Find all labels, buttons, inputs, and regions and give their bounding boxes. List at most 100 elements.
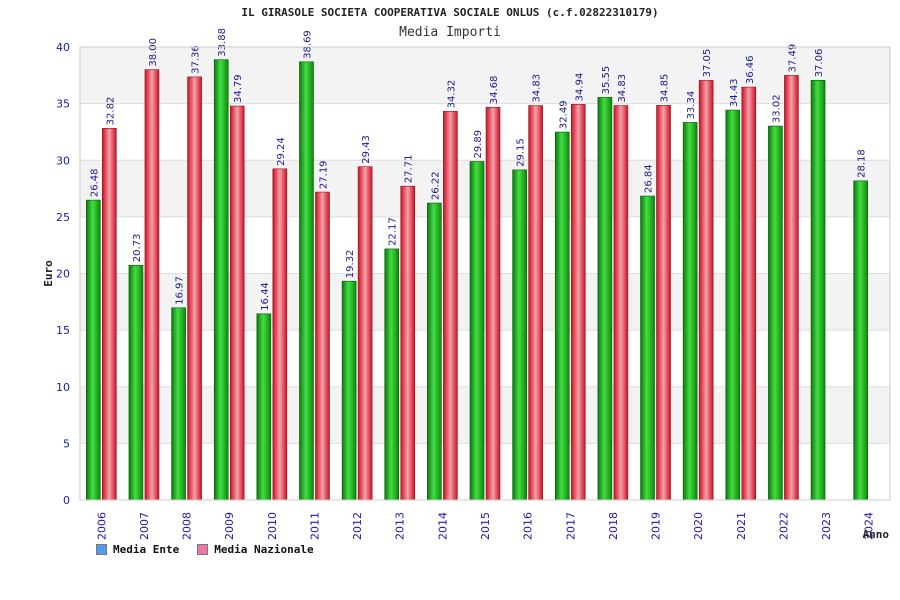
bar-media-nazionale xyxy=(357,166,373,501)
legend-item-ente: Media Ente xyxy=(96,543,179,556)
data-label: 16.44 xyxy=(260,282,271,311)
x-tick-label: 2020 xyxy=(692,512,705,540)
x-tick-label: 2007 xyxy=(138,512,151,540)
data-label: 16.97 xyxy=(175,276,186,305)
x-tick-label: 2019 xyxy=(650,512,663,540)
data-label: 38.69 xyxy=(302,30,313,59)
data-label: 27.19 xyxy=(318,160,329,189)
x-tick-label: 2009 xyxy=(223,512,236,540)
data-label: 37.49 xyxy=(787,44,798,73)
data-label: 29.43 xyxy=(361,135,372,164)
data-label: 36.46 xyxy=(745,55,756,84)
data-label: 38.00 xyxy=(148,38,159,67)
data-label: 32.49 xyxy=(558,100,569,129)
data-label: 26.48 xyxy=(89,168,100,197)
data-label: 20.73 xyxy=(132,234,143,263)
x-tick-label: 2024 xyxy=(863,512,876,540)
data-label: 26.22 xyxy=(430,171,441,200)
bar-media-nazionale xyxy=(187,76,202,501)
y-tick-label: 20 xyxy=(56,268,70,281)
x-tick-label: 2013 xyxy=(394,512,407,540)
bar-media-ente xyxy=(86,199,101,501)
bar-media-nazionale xyxy=(656,105,671,501)
data-label: 37.06 xyxy=(814,49,825,78)
bar-media-ente xyxy=(682,122,698,501)
bar-media-nazionale xyxy=(400,185,416,501)
x-tick-label: 2023 xyxy=(820,512,833,540)
data-label: 34.83 xyxy=(532,74,543,103)
x-tick-label: 2015 xyxy=(479,512,492,540)
chart-legend: Media Ente Media Nazionale xyxy=(96,543,314,556)
bar-media-ente xyxy=(341,280,357,501)
data-label: 34.68 xyxy=(489,76,500,105)
x-tick-label: 2006 xyxy=(95,512,108,540)
bar-media-ente xyxy=(853,180,868,501)
bar-media-nazionale xyxy=(698,80,714,501)
bar-media-ente xyxy=(554,131,570,501)
data-label: 28.18 xyxy=(857,149,868,178)
x-tick-label: 2022 xyxy=(777,512,790,540)
data-label: 34.43 xyxy=(729,78,740,107)
bar-media-ente xyxy=(768,125,783,501)
data-label: 34.83 xyxy=(617,74,628,103)
bar-media-nazionale xyxy=(315,191,330,501)
bar-media-ente xyxy=(299,61,314,501)
data-label: 34.85 xyxy=(660,74,671,103)
y-tick-label: 10 xyxy=(56,381,70,394)
data-label: 34.32 xyxy=(446,80,457,109)
y-tick-label: 0 xyxy=(63,494,70,507)
data-label: 33.02 xyxy=(771,94,782,123)
data-label: 34.79 xyxy=(233,74,244,103)
bar-media-nazionale xyxy=(570,104,586,501)
bar-media-ente xyxy=(128,264,144,501)
legend-item-nazionale: Media Nazionale xyxy=(197,543,314,556)
x-tick-label: 2012 xyxy=(351,512,364,540)
x-axis-title: Anno xyxy=(863,528,890,541)
legend-swatch-ente xyxy=(96,544,107,555)
data-label: 34.94 xyxy=(574,73,585,102)
legend-swatch-nazionale xyxy=(197,544,209,555)
bar-media-ente xyxy=(469,161,485,501)
bar-media-ente xyxy=(512,169,527,501)
bar-media-nazionale xyxy=(102,128,117,501)
data-label: 19.32 xyxy=(345,250,356,279)
legend-label-nazionale: Media Nazionale xyxy=(214,543,314,556)
data-label: 29.15 xyxy=(516,138,527,167)
x-tick-label: 2011 xyxy=(308,512,321,540)
bar-media-nazionale xyxy=(229,105,245,501)
bar-media-nazionale xyxy=(613,105,629,501)
data-label: 37.05 xyxy=(702,49,713,78)
data-label: 22.17 xyxy=(388,217,399,246)
bar-media-nazionale xyxy=(144,69,160,501)
y-tick-label: 15 xyxy=(56,324,70,337)
y-tick-label: 5 xyxy=(63,437,70,450)
bar-media-ente xyxy=(597,97,613,501)
plot-border xyxy=(79,46,891,501)
bar-media-nazionale xyxy=(741,86,757,501)
x-tick-label: 2017 xyxy=(564,512,577,540)
chart-title: IL GIRASOLE SOCIETA COOPERATIVA SOCIALE … xyxy=(241,6,659,19)
data-label: 37.36 xyxy=(191,45,202,74)
data-label: 32.82 xyxy=(105,97,116,126)
x-tick-label: 2018 xyxy=(607,512,620,540)
bar-media-nazionale xyxy=(528,105,543,501)
bar-media-ente xyxy=(171,307,186,501)
bar-media-ente xyxy=(810,79,826,501)
y-tick-label: 30 xyxy=(56,154,70,167)
bar-media-ente xyxy=(427,202,442,501)
x-tick-label: 2010 xyxy=(266,512,279,540)
data-label: 33.34 xyxy=(686,91,697,120)
legend-label-ente: Media Ente xyxy=(113,543,180,556)
x-tick-label: 2016 xyxy=(522,512,535,540)
y-tick-label: 35 xyxy=(56,98,70,111)
bar-media-ente xyxy=(256,313,272,501)
bar-media-ente xyxy=(640,195,655,501)
x-tick-label: 2021 xyxy=(735,512,748,540)
y-axis-title: Euro xyxy=(42,260,55,287)
data-label: 29.24 xyxy=(276,137,287,166)
y-tick-label: 40 xyxy=(56,41,70,54)
data-label: 27.71 xyxy=(404,155,415,184)
bar-media-ente xyxy=(213,59,229,501)
data-label: 35.55 xyxy=(601,66,612,95)
bar-media-nazionale xyxy=(272,168,288,501)
